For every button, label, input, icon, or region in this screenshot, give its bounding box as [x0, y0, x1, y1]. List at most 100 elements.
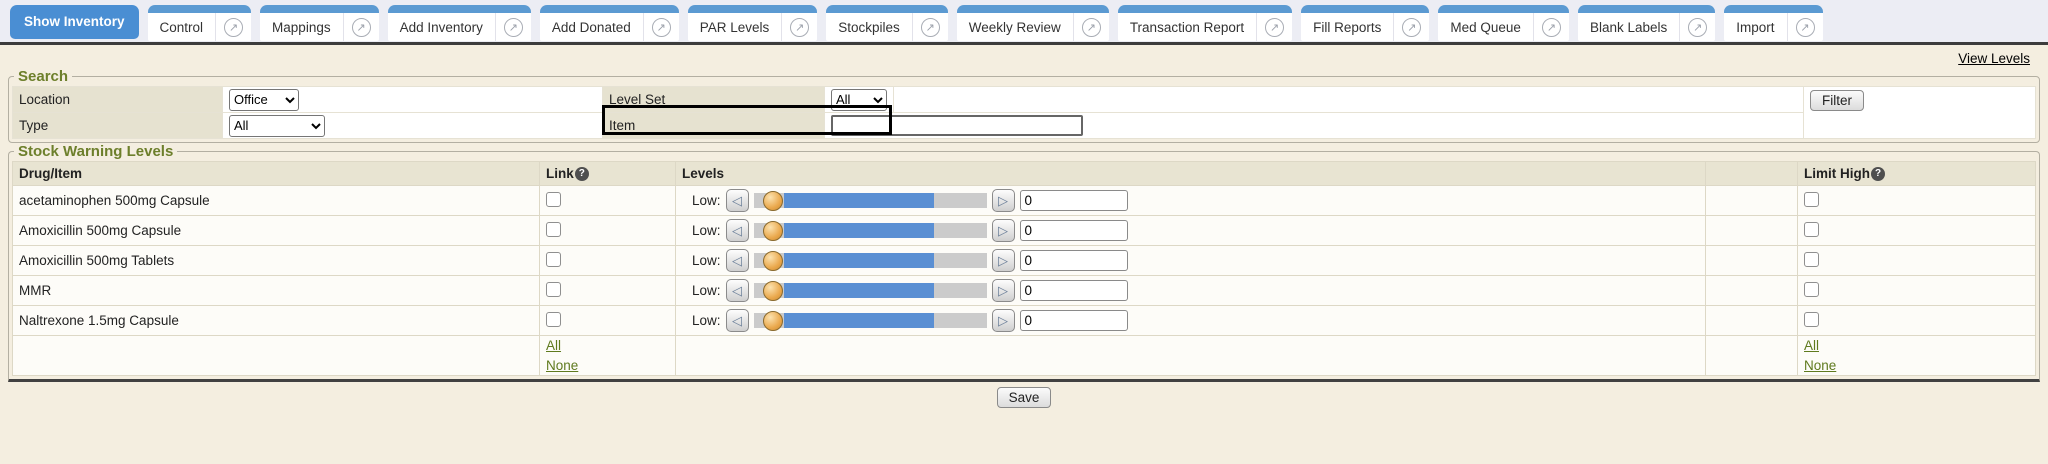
slider-decrement-button[interactable]: ◁: [725, 249, 749, 272]
slider-increment-button[interactable]: ▷: [991, 309, 1015, 332]
tab-add-donated[interactable]: Add Donated ↗: [539, 5, 679, 41]
low-level-slider[interactable]: [753, 310, 987, 331]
external-link-icon[interactable]: ↗: [503, 17, 523, 37]
low-value-input[interactable]: [1019, 220, 1128, 241]
tab-separator: [215, 13, 217, 41]
tab-weekly-review[interactable]: Weekly Review ↗: [956, 5, 1109, 41]
limit-high-checkbox[interactable]: [1804, 251, 1819, 267]
external-link-icon[interactable]: ↗: [1795, 17, 1815, 37]
external-link-icon[interactable]: ↗: [1688, 17, 1708, 37]
external-link-icon[interactable]: ↗: [651, 17, 671, 37]
type-select[interactable]: All: [229, 114, 325, 137]
external-link-icon[interactable]: ↗: [920, 17, 940, 37]
view-levels-link[interactable]: View Levels: [1958, 51, 2030, 66]
tab-separator: [1679, 13, 1681, 41]
external-link-icon[interactable]: ↗: [1265, 17, 1285, 37]
save-button[interactable]: Save: [996, 387, 1052, 409]
drug-item-name: Amoxicillin 500mg Capsule: [12, 215, 540, 246]
low-value-input[interactable]: [1019, 280, 1128, 301]
level-set-select[interactable]: All: [831, 88, 887, 111]
external-link-icon[interactable]: ↗: [790, 17, 810, 37]
link-checkbox[interactable]: [546, 251, 561, 267]
limit-high-select-none[interactable]: None: [1804, 357, 1837, 373]
item-label: Item: [602, 112, 825, 139]
levels-cell: Low: ◁ ▷: [682, 249, 1699, 272]
slider-decrement-button[interactable]: ◁: [725, 219, 749, 242]
external-link-icon[interactable]: ↗: [224, 17, 244, 37]
tab-separator: [1256, 13, 1258, 41]
drug-item-name: MMR: [12, 275, 540, 306]
low-value-input[interactable]: [1019, 310, 1128, 331]
limit-high-checkbox[interactable]: [1804, 221, 1819, 237]
slider-handle[interactable]: [762, 250, 783, 271]
slider-handle[interactable]: [762, 190, 783, 211]
stock-warning-levels-fieldset: Stock Warning Levels Drug/Item Link? Lev…: [8, 143, 2040, 383]
tab-body: Stockpiles ↗: [826, 13, 948, 41]
tab-fill-reports[interactable]: Fill Reports ↗: [1301, 5, 1430, 41]
search-spacer-cell: [893, 86, 1804, 113]
slider-decrement-button[interactable]: ◁: [725, 309, 749, 332]
limit-high-select-all[interactable]: All: [1804, 338, 1820, 353]
slider-handle[interactable]: [762, 280, 783, 301]
link-checkbox[interactable]: [546, 311, 561, 327]
filter-button[interactable]: Filter: [1810, 90, 1864, 111]
low-label: Low:: [692, 283, 721, 298]
link-help-icon[interactable]: ?: [574, 167, 589, 181]
low-level-slider[interactable]: [753, 250, 987, 271]
low-value-input[interactable]: [1019, 250, 1128, 271]
stock-warning-levels-legend: Stock Warning Levels: [18, 143, 174, 160]
tab-separator: [1532, 13, 1534, 41]
link-checkbox[interactable]: [546, 191, 561, 207]
slider-increment-button[interactable]: ▷: [991, 249, 1015, 272]
tab-add-inventory[interactable]: Add Inventory ↗: [387, 5, 531, 41]
location-select[interactable]: Office: [229, 88, 299, 111]
low-value-input[interactable]: [1019, 190, 1128, 211]
slider-increment-button[interactable]: ▷: [991, 219, 1015, 242]
limit-high-help-icon[interactable]: ?: [1871, 167, 1885, 181]
tab-control[interactable]: Control ↗: [147, 5, 252, 41]
tab-show-inventory[interactable]: Show Inventory: [10, 5, 139, 39]
tab-label: Add Donated: [551, 19, 631, 35]
slider-fill-bar: [783, 313, 934, 328]
slider-handle[interactable]: [762, 220, 783, 241]
table-row: MMR Low: ◁ ▷: [12, 275, 2036, 306]
external-link-icon[interactable]: ↗: [1081, 17, 1101, 37]
tab-med-queue[interactable]: Med Queue ↗: [1438, 5, 1569, 41]
column-header-levels: Levels: [675, 161, 1706, 186]
tab-par-levels[interactable]: PAR Levels ↗: [687, 5, 818, 41]
table-row: Naltrexone 1.5mg Capsule Low: ◁ ▷: [12, 305, 2036, 336]
tab-separator: [642, 13, 644, 41]
low-level-slider[interactable]: [753, 220, 987, 241]
low-level-slider[interactable]: [753, 190, 987, 211]
external-link-icon[interactable]: ↗: [1402, 17, 1422, 37]
link-select-none[interactable]: None: [546, 357, 579, 373]
tab-stockpiles[interactable]: Stockpiles ↗: [826, 5, 948, 41]
tab-blank-labels[interactable]: Blank Labels ↗: [1577, 5, 1716, 41]
link-header-text: Link: [546, 166, 574, 181]
nav-divider: [0, 42, 2048, 45]
link-checkbox[interactable]: [546, 221, 561, 237]
link-checkbox[interactable]: [546, 281, 561, 297]
limit-high-checkbox[interactable]: [1804, 191, 1819, 207]
link-select-all[interactable]: All: [546, 338, 562, 353]
column-header-link: Link?: [539, 161, 676, 186]
external-link-icon[interactable]: ↗: [351, 17, 371, 37]
external-link-icon[interactable]: ↗: [1541, 17, 1561, 37]
type-label: Type: [12, 112, 223, 139]
slider-decrement-button[interactable]: ◁: [725, 279, 749, 302]
low-level-slider[interactable]: [753, 280, 987, 301]
tab-mappings[interactable]: Mappings ↗: [260, 5, 379, 41]
slider-decrement-button[interactable]: ◁: [725, 189, 749, 212]
low-label: Low:: [692, 223, 721, 238]
tab-label: Fill Reports: [1313, 19, 1382, 35]
item-search-input[interactable]: [831, 115, 1083, 136]
limit-high-checkbox[interactable]: [1804, 281, 1819, 297]
limit-high-checkbox[interactable]: [1804, 311, 1819, 327]
levels-cell: Low: ◁ ▷: [682, 279, 1699, 302]
tab-import[interactable]: Import ↗: [1724, 5, 1823, 41]
tab-transaction-report[interactable]: Transaction Report ↗: [1117, 5, 1293, 41]
slider-handle[interactable]: [762, 310, 783, 331]
tab-cap: [260, 5, 379, 13]
slider-increment-button[interactable]: ▷: [991, 189, 1015, 212]
slider-increment-button[interactable]: ▷: [991, 279, 1015, 302]
